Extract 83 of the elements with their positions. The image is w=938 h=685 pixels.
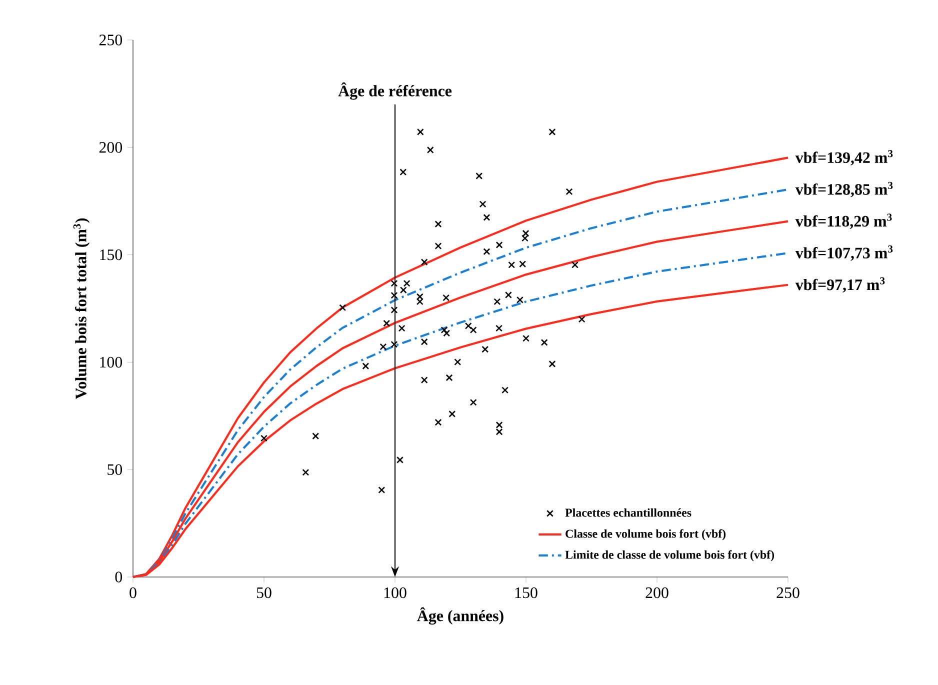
y-tick-label: 250	[99, 34, 122, 46]
point	[483, 214, 490, 221]
point	[420, 338, 428, 346]
point	[390, 280, 398, 287]
x-tick-label: 0	[130, 587, 136, 598]
text: vbf=128,85 m$^{3}$	[795, 182, 893, 198]
y-axis-title: Volume bois fort total (m$^{3}$)	[73, 218, 90, 400]
point	[420, 376, 428, 384]
point	[496, 421, 503, 428]
point	[521, 234, 528, 242]
y-tick-label: 100	[100, 356, 122, 368]
point	[519, 260, 526, 268]
point	[454, 358, 462, 366]
point	[522, 230, 530, 237]
point	[378, 486, 386, 494]
text: vbf=139,42 m$^{3}$	[795, 150, 893, 166]
x-tick-label: 50	[256, 587, 272, 598]
point	[508, 261, 516, 268]
point	[416, 293, 424, 300]
point	[420, 258, 428, 266]
point	[446, 374, 453, 382]
y-tick-label: 0	[115, 572, 122, 582]
point	[398, 324, 406, 332]
point	[494, 298, 501, 306]
point	[260, 434, 268, 442]
legend-label: Limite de classe de volume bois fort (vbf)	[565, 550, 774, 562]
point	[522, 334, 530, 342]
point	[390, 292, 398, 299]
point	[400, 168, 407, 176]
point	[479, 200, 486, 208]
y-tick-label: 50	[108, 464, 122, 475]
point	[578, 316, 586, 323]
point	[496, 428, 503, 436]
point	[548, 128, 556, 136]
point	[390, 306, 398, 314]
point	[496, 324, 503, 332]
text: vbf=118,29 m$^{3}$	[795, 214, 892, 229]
point	[483, 248, 490, 256]
point	[482, 346, 489, 353]
y-tick-label: 200	[99, 142, 122, 153]
point	[383, 320, 390, 327]
x-tick-label: 250	[776, 587, 800, 598]
point	[502, 386, 509, 394]
point	[566, 188, 573, 196]
text: vbf=97,17 m$^{3}$	[795, 277, 885, 293]
point	[434, 220, 442, 228]
x-tick-label: 100	[384, 587, 406, 598]
point	[470, 398, 477, 406]
point	[362, 362, 370, 370]
point	[390, 340, 398, 348]
point	[516, 296, 524, 304]
point	[572, 261, 578, 268]
point	[380, 343, 387, 350]
point	[416, 298, 424, 306]
point	[464, 322, 472, 330]
y-tick-label: 150	[100, 249, 122, 260]
point	[302, 468, 310, 476]
point	[442, 294, 450, 302]
x-tick-label: 150	[515, 587, 538, 598]
point	[312, 432, 320, 440]
point	[443, 330, 450, 337]
legend-label: Placettes echantillonnées	[565, 508, 692, 517]
point	[448, 410, 456, 418]
point	[339, 304, 346, 312]
ref-line-label: Âge de référence	[338, 82, 452, 100]
point	[426, 146, 434, 154]
point	[400, 286, 407, 294]
point	[548, 360, 556, 368]
point	[440, 326, 448, 334]
point	[470, 326, 477, 334]
point	[496, 241, 503, 248]
x-axis-title: Âge (années)	[417, 607, 504, 625]
point	[540, 338, 548, 346]
x-tick-label: 200	[646, 587, 668, 598]
point	[416, 128, 424, 136]
point	[403, 280, 410, 287]
point	[434, 418, 442, 426]
text: vbf=107,73 m$^{3}$	[795, 245, 893, 261]
point	[434, 242, 442, 250]
legend-label: Classe de volume bois fort (vbf)	[566, 529, 726, 540]
point	[396, 456, 404, 464]
point	[476, 172, 483, 180]
point	[504, 291, 512, 298]
